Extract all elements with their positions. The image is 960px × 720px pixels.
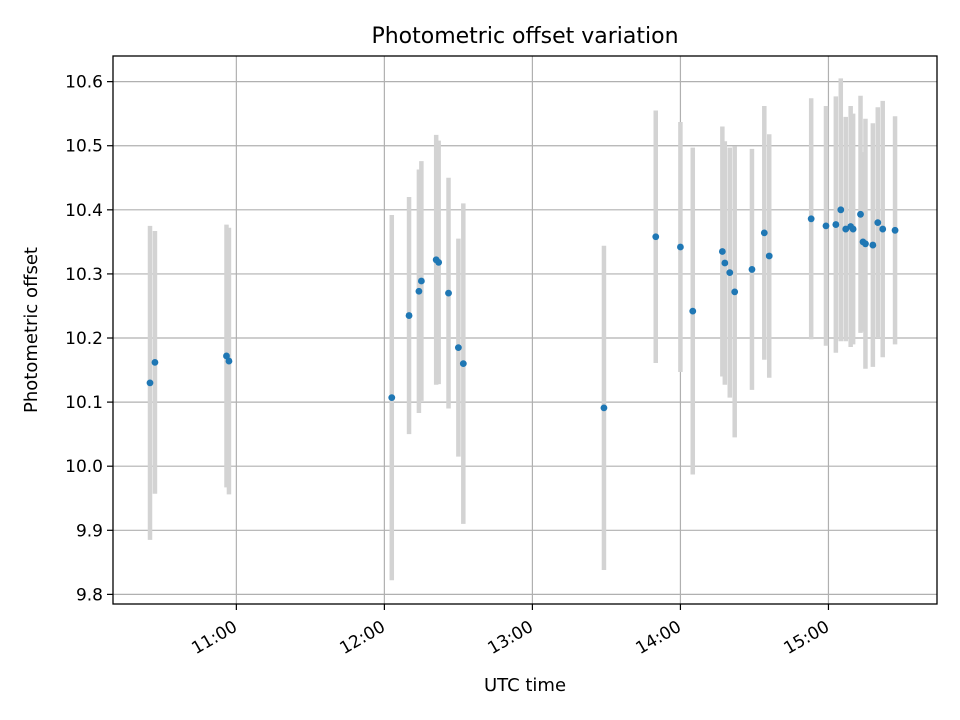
chart-title: Photometric offset variation — [371, 24, 678, 49]
data-points — [146, 206, 899, 412]
plot-frame — [112, 55, 938, 605]
y-tick-label: 9.9 — [76, 521, 103, 541]
y-tick-label: 10.1 — [65, 393, 103, 413]
data-point — [146, 379, 154, 387]
y-axis-label: Photometric offset — [21, 247, 42, 413]
data-point — [760, 229, 768, 237]
data-point — [405, 312, 413, 319]
data-point — [822, 222, 830, 230]
data-point — [151, 358, 159, 366]
data-point — [225, 357, 233, 365]
y-axis-ticks: 9.8 9.9 10.0 10.1 10.2 10.3 10.4 10.5 10.6 — [65, 73, 113, 605]
data-point — [600, 404, 608, 412]
data-point — [849, 225, 857, 233]
y-tick-label: 10.3 — [65, 265, 103, 285]
data-point — [388, 394, 396, 402]
data-point — [718, 248, 726, 255]
y-tick-label: 10.0 — [65, 457, 103, 477]
data-point — [677, 243, 684, 251]
data-point — [807, 215, 815, 223]
data-point — [837, 206, 845, 214]
y-tick-label: 10.6 — [65, 73, 103, 93]
y-tick-label: 9.8 — [76, 585, 103, 605]
data-point — [223, 352, 230, 360]
data-point — [689, 307, 697, 315]
data-point — [765, 252, 773, 260]
data-point — [731, 288, 739, 296]
data-point — [652, 233, 660, 241]
data-point — [748, 266, 756, 273]
data-point — [459, 360, 467, 368]
data-point — [417, 277, 425, 285]
data-point — [857, 210, 864, 218]
grid — [113, 56, 937, 604]
data-point — [891, 226, 899, 234]
y-tick-label: 10.5 — [65, 137, 103, 157]
data-point — [435, 258, 443, 266]
data-point — [445, 289, 452, 297]
y-tick-label: 10.4 — [65, 201, 103, 221]
data-point — [869, 241, 877, 249]
data-point — [454, 344, 462, 352]
x-axis-label: UTC time — [484, 675, 566, 696]
data-point — [721, 259, 729, 267]
y-tick-label: 10.2 — [65, 329, 103, 349]
data-point — [415, 287, 423, 295]
data-point — [862, 240, 869, 248]
data-point — [874, 219, 882, 227]
data-point — [879, 225, 887, 233]
data-point — [832, 221, 840, 228]
data-point — [726, 269, 734, 277]
